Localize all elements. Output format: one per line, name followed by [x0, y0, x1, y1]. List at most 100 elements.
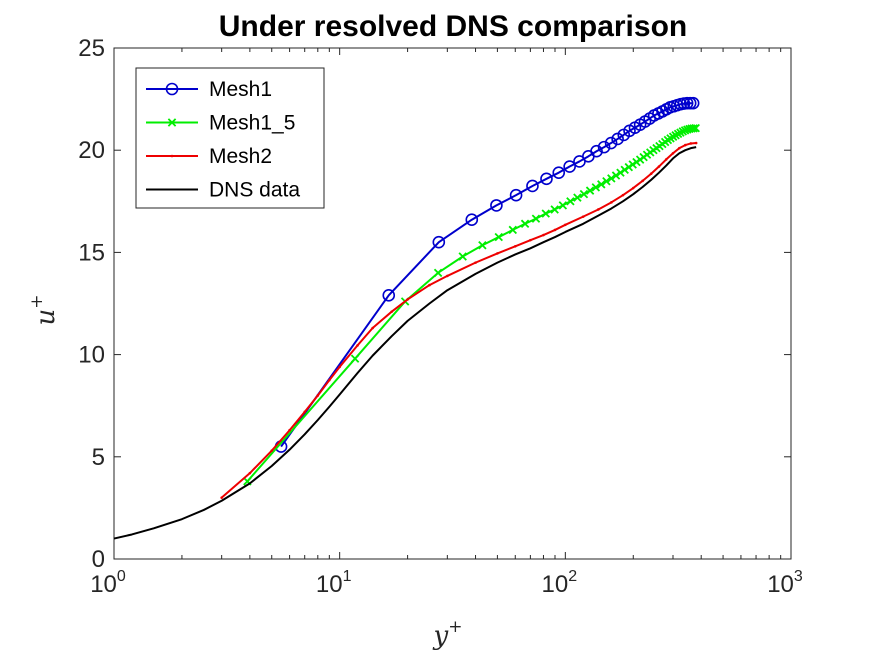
chart-title: Under resolved DNS comparison: [219, 10, 687, 43]
circle-marker: [509, 188, 523, 202]
x-marker: [541, 209, 551, 218]
dot-marker: [248, 471, 252, 475]
dot-marker: [371, 326, 374, 330]
legend-entry: Mesh2: [146, 145, 272, 168]
circle-marker: [490, 199, 503, 212]
x-marker: [585, 186, 595, 195]
dot-marker: [513, 244, 517, 248]
y-axis-label: u+: [27, 295, 61, 326]
dot-marker: [553, 228, 557, 232]
x-marker: [628, 160, 637, 169]
y-tick-label: 10: [78, 342, 105, 369]
circle-marker: [552, 166, 566, 179]
x-tick-label: 103: [767, 568, 803, 598]
legend-entries: Mesh1 Mesh1_5 Mesh2 DNS data: [146, 78, 300, 202]
x-marker: [691, 123, 700, 133]
x-marker: [573, 193, 582, 202]
x-marker: [458, 252, 467, 261]
circle-marker: [382, 289, 396, 302]
y-tick-label: 15: [78, 239, 105, 266]
circle-marker: [526, 179, 539, 193]
x-marker: [550, 205, 559, 214]
dot-marker: [428, 283, 431, 287]
series-0: [274, 96, 700, 453]
x-marker: [611, 171, 621, 180]
dot-marker: [610, 201, 613, 204]
x-marker: [494, 232, 503, 242]
dot-marker: [671, 151, 675, 155]
dot-marker: [631, 186, 635, 190]
dot-marker: [270, 449, 274, 452]
x-marker: [607, 174, 616, 183]
dot-marker: [474, 261, 477, 264]
series-2: [220, 141, 698, 499]
dot-marker: [542, 233, 545, 237]
dot-marker: [564, 223, 567, 227]
x-axis-label: y+: [433, 617, 463, 651]
x-marker: [566, 197, 575, 206]
x-marker: [508, 225, 518, 235]
x-marker: [597, 180, 606, 189]
y-tick-label: 20: [78, 137, 105, 164]
y-tick-label: 5: [92, 444, 105, 471]
series-1: [243, 123, 700, 486]
dot-marker: [338, 365, 341, 369]
x-marker: [520, 219, 530, 229]
x-marker: [167, 118, 177, 127]
circle-marker: [604, 136, 618, 150]
x-marker: [433, 268, 443, 278]
legend-entry: Mesh1_5: [146, 112, 295, 135]
y-tick-label: 0: [92, 546, 105, 573]
dot-marker: [529, 238, 532, 242]
series-layer: [113, 96, 700, 540]
series-3: [113, 146, 697, 540]
series-line: [113, 146, 697, 540]
x-marker: [616, 168, 625, 177]
dot-marker: [689, 142, 693, 145]
dot-marker: [328, 378, 331, 382]
dot-marker: [170, 154, 174, 158]
dot-marker: [316, 394, 320, 397]
dot-marker: [597, 208, 600, 211]
x-marker: [579, 189, 589, 199]
x-marker: [620, 165, 629, 175]
dot-marker: [390, 310, 393, 313]
dot-marker: [356, 344, 359, 347]
dot-marker: [683, 143, 687, 147]
dot-marker: [678, 146, 681, 150]
circle-marker: [590, 144, 603, 158]
dot-marker: [664, 158, 668, 161]
dot-marker: [303, 410, 307, 414]
x-marker: [558, 201, 568, 210]
x-marker: [591, 183, 601, 192]
circle-marker: [597, 140, 611, 154]
x-tick-label: 101: [316, 568, 352, 598]
dot-marker: [496, 252, 499, 255]
circle-marker: [432, 235, 446, 249]
x-marker: [602, 177, 611, 186]
x-marker: [689, 124, 698, 133]
circle-marker: [540, 172, 553, 186]
x-marker: [478, 241, 487, 250]
ticks-layer: 100 101 102 103 0 5 10 15 20 25: [78, 35, 803, 598]
circle-marker: [465, 213, 479, 226]
dot-marker: [220, 496, 223, 499]
x-tick-label: 100: [90, 568, 126, 598]
dot-marker: [288, 428, 291, 432]
dot-marker: [657, 165, 661, 168]
x-marker: [531, 214, 541, 223]
legend-entry: DNS data: [146, 179, 300, 202]
y-tick-label: 25: [78, 35, 105, 62]
dot-marker: [649, 172, 653, 176]
legend-label: Mesh1_5: [209, 112, 295, 135]
legend-label: Mesh1: [209, 78, 272, 101]
circle-marker: [686, 96, 700, 110]
circle-marker: [165, 82, 179, 96]
legend: Mesh1 Mesh1_5 Mesh2 DNS data: [135, 67, 325, 209]
legend-entry: Mesh1: [146, 78, 272, 101]
x-tick-label: 102: [542, 568, 578, 598]
dot-marker: [621, 193, 625, 197]
dot-marker: [446, 274, 449, 278]
circle-marker: [563, 160, 576, 173]
